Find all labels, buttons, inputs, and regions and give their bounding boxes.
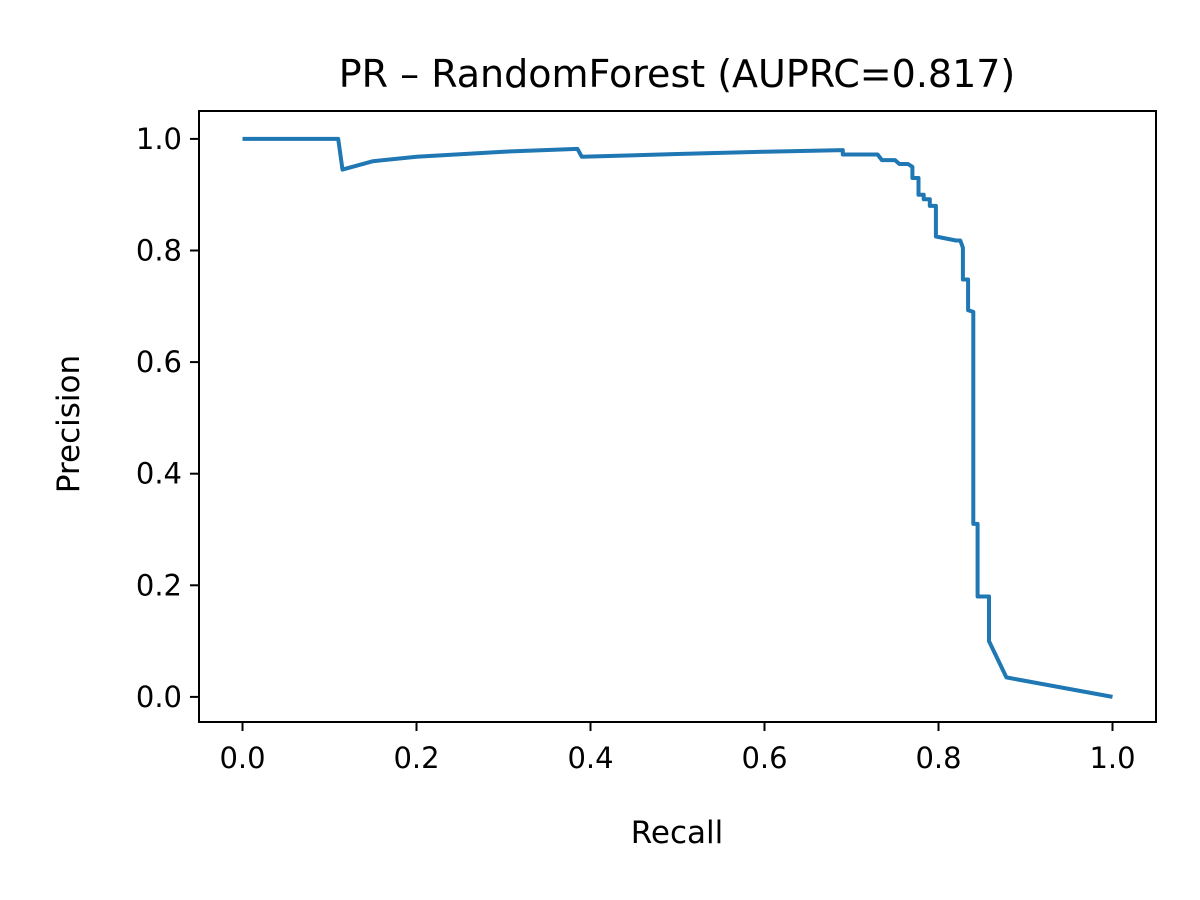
y-tick-label: 0.8 [136,233,182,267]
chart-title: PR – RandomForest (AUPRC=0.817) [339,52,1016,96]
plot-area: 0.0 0.2 0.4 0.6 0.8 1.0 0.0 0.2 0.4 0.6 0.8 1.0 [136,110,1157,775]
y-tick-label: 0.2 [136,568,182,602]
y-tick-label: 1.0 [136,122,182,156]
x-axis-label: Recall [631,815,724,851]
y-axis-label: Precision [51,355,87,493]
y-tick-label: 0.0 [136,680,182,714]
x-tick-label: 0.2 [393,741,439,775]
y-tick-label: 0.6 [136,345,182,379]
y-tick-label: 0.4 [136,457,182,491]
axes-frame [198,110,1157,723]
x-tick-label: 0.0 [219,741,265,775]
x-tick-label: 0.4 [567,741,613,775]
x-tick-label: 1.0 [1089,741,1135,775]
series-line-0 [242,136,1113,699]
x-tick-label: 0.6 [741,741,787,775]
x-tick-label: 0.8 [915,741,961,775]
